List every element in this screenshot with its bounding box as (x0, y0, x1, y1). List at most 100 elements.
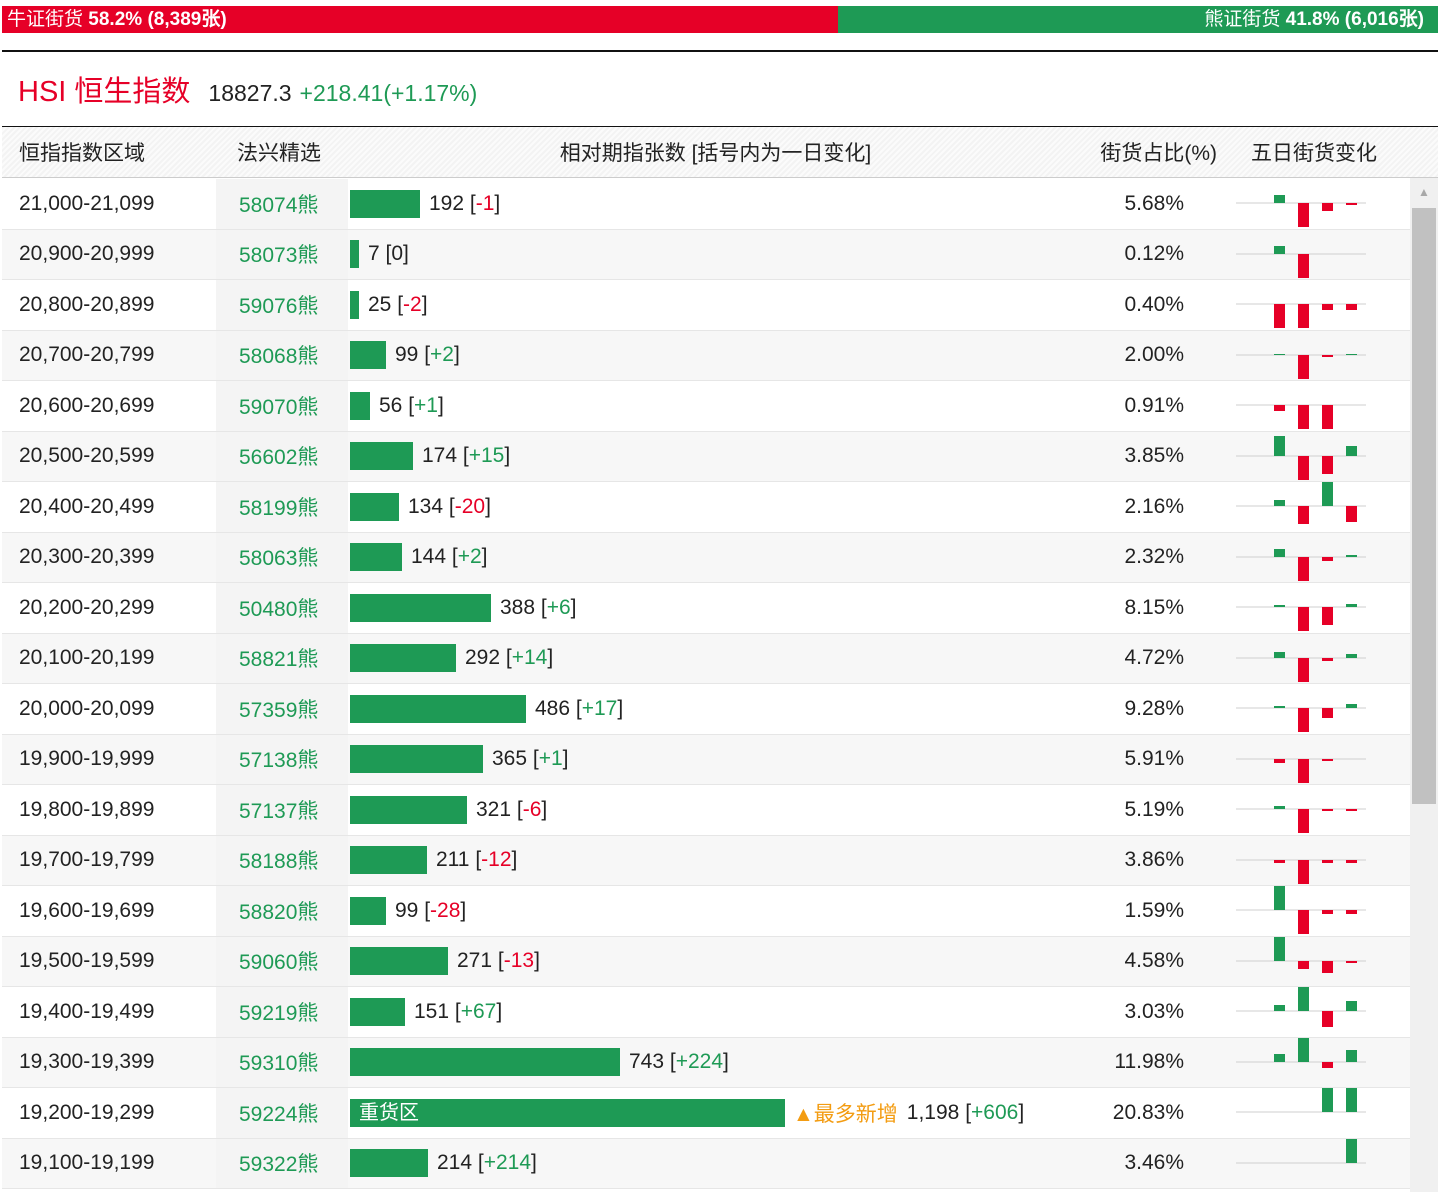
pick-link[interactable]: 57138熊 (216, 734, 348, 784)
count-bar (350, 896, 386, 925)
five-day-chart (1236, 735, 1366, 785)
table-row: 19,200-19,299 59224熊 重货区 ▲最多新增 1,198 [+606] 2… (2, 1088, 1410, 1139)
heavy-zone-label: 重货区 (359, 1101, 419, 1124)
pick-link[interactable]: 57137熊 (216, 785, 348, 835)
five-day-bar (1322, 354, 1333, 357)
count-bar (350, 341, 386, 370)
scrollbar[interactable]: ▲ (1410, 178, 1438, 1192)
range-cell: 19,200-19,299 (19, 1100, 155, 1124)
header-pick: 法兴精选 (237, 142, 321, 165)
index-change: +218.41(+1.17%) (299, 80, 478, 106)
range-cell: 19,500-19,599 (19, 949, 155, 973)
count-value: 56 [+1] (379, 393, 444, 417)
pct-cell: 20.83% (1112, 1100, 1184, 1124)
five-day-svg (1236, 806, 1366, 833)
count-bar (350, 543, 402, 572)
pick-link[interactable]: 59310熊 (216, 1037, 348, 1087)
table-row: 20,600-20,699 59070熊 56 [+1] 0.91% (2, 381, 1410, 432)
count-cell: 重货区 ▲最多新增 1,198 [+606] (350, 1088, 1024, 1138)
count-number: 292 (465, 646, 501, 670)
pick-link[interactable]: 59219熊 (216, 987, 348, 1037)
count-value: 743 [+224] (629, 1050, 729, 1074)
count-change: +1 (538, 747, 563, 771)
five-day-chart (1236, 533, 1366, 583)
pick-link[interactable]: 58188熊 (216, 835, 348, 885)
table-row: 20,200-20,299 50480熊 388 [+6] 8.15% (2, 583, 1410, 634)
five-day-bar (1274, 605, 1285, 607)
count-cell: 174 [+15] (350, 432, 510, 482)
five-day-chart (1236, 432, 1366, 482)
five-day-bar (1274, 500, 1285, 506)
scroll-up-arrow-icon[interactable]: ▲ (1418, 185, 1430, 199)
range-cell: 19,100-19,199 (19, 1151, 155, 1175)
pct-cell: 5.91% (1124, 747, 1184, 771)
pick-link[interactable]: 58820熊 (216, 886, 348, 936)
count-value: 174 [+15] (422, 444, 511, 468)
five-day-svg (1236, 548, 1366, 581)
five-day-bar (1274, 936, 1285, 961)
five-day-chart (1236, 987, 1366, 1037)
count-change: +6 (546, 595, 571, 619)
scroll-thumb[interactable] (1412, 208, 1436, 804)
bear-distribution-table: 恒指指数区域 法兴精选 相对期指张数 [括号内为一日变化] 街货占比(%) 五日… (2, 126, 1438, 1189)
table-header: 恒指指数区域 法兴精选 相对期指张数 [括号内为一日变化] 街货占比(%) 五日… (2, 126, 1438, 178)
pick-link[interactable]: 58821熊 (216, 633, 348, 683)
five-day-bar (1346, 1001, 1357, 1011)
five-day-bar (1322, 1011, 1333, 1027)
pick-link[interactable]: 50480熊 (216, 583, 348, 633)
pick-link[interactable]: 58074熊 (216, 179, 348, 229)
pick-link[interactable]: 56602熊 (216, 431, 348, 481)
count-value: 1,198 [+606] (906, 1100, 1025, 1124)
pick-link[interactable]: 58199熊 (216, 482, 348, 532)
pick-link[interactable]: 59070熊 (216, 381, 348, 431)
range-cell: 20,700-20,799 (19, 343, 155, 367)
pick-link[interactable]: 59060熊 (216, 936, 348, 986)
count-number: 211 (436, 848, 470, 872)
count-value: 99 [-28] (395, 898, 467, 922)
pct-cell: 2.00% (1124, 343, 1184, 367)
count-change: -2 (403, 292, 422, 316)
pct-cell: 5.68% (1124, 191, 1184, 215)
count-value: 192 [-1] (429, 191, 501, 215)
five-day-bar (1322, 1061, 1333, 1068)
pick-link[interactable]: 57359熊 (216, 684, 348, 734)
range-cell: 19,800-19,899 (19, 797, 155, 821)
five-day-svg (1236, 651, 1366, 682)
count-number: 214 (437, 1151, 473, 1175)
count-bar (350, 492, 399, 521)
pct-cell: 0.91% (1124, 393, 1184, 417)
five-day-bar (1322, 910, 1333, 914)
five-day-bar (1274, 435, 1285, 456)
count-change: +67 (460, 999, 497, 1023)
five-day-chart (1236, 785, 1366, 835)
table-row: 20,800-20,899 59076熊 25 [-2] 0.40% (2, 280, 1410, 331)
count-change: +1 (414, 393, 438, 417)
pct-cell: 0.12% (1124, 242, 1184, 266)
count-number: 144 (411, 545, 447, 569)
count-change: -28 (430, 898, 461, 922)
range-cell: 20,600-20,699 (19, 393, 155, 417)
count-bar (350, 745, 483, 774)
count-cell: 192 [-1] (350, 179, 500, 229)
count-bar: 重货区 (350, 1098, 785, 1127)
five-day-chart (1236, 936, 1366, 987)
pick-link[interactable]: 59224熊 (216, 1088, 348, 1138)
bull-count: (8,389张) (147, 9, 227, 30)
pick-link[interactable]: 58073熊 (216, 229, 348, 279)
count-cell: 292 [+14] (350, 634, 553, 684)
count-number: 1,198 (906, 1100, 960, 1124)
count-bar (350, 240, 359, 269)
five-day-bar (1274, 859, 1285, 863)
pick-link[interactable]: 59322熊 (216, 1138, 348, 1188)
five-day-bar (1322, 304, 1333, 310)
five-day-bar (1346, 304, 1357, 310)
five-day-bar (1346, 910, 1357, 914)
pick-link[interactable]: 58063熊 (216, 532, 348, 582)
five-day-bar (1298, 203, 1309, 227)
pick-link[interactable]: 59076熊 (216, 280, 348, 330)
five-day-bar (1346, 1088, 1357, 1112)
pick-link[interactable]: 58068熊 (216, 330, 348, 380)
count-number: 486 (535, 696, 571, 720)
header-five-day: 五日街货变化 (1251, 142, 1377, 165)
five-day-bar (1346, 859, 1357, 863)
